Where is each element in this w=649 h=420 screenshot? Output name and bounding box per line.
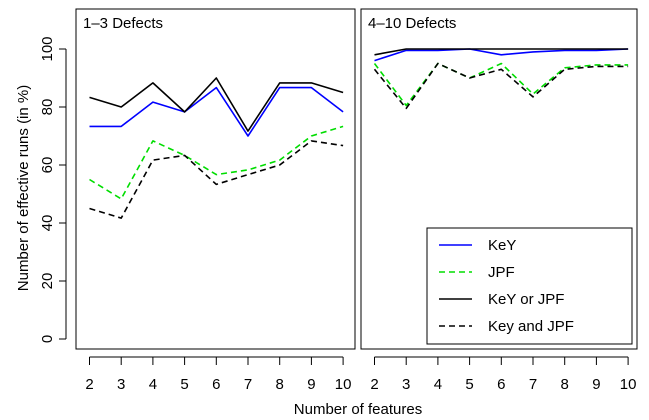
series-line-key-or-jpf-panel-1 — [89, 77, 344, 132]
x-tick-label: 9 — [592, 376, 600, 393]
x-tick-label: 7 — [529, 376, 537, 393]
panel-2: 4–10 Defects 2 3 4 5 6 7 8 9 10 — [360, 8, 638, 393]
x-tick-label: 9 — [307, 376, 315, 393]
legend-label: KeY or JPF — [488, 291, 564, 308]
series-line-key-or-jpf-panel-2 — [374, 48, 629, 56]
plot-frame — [360, 8, 638, 350]
x-tick-label: 4 — [434, 376, 442, 393]
legend-label: KeY — [488, 237, 516, 254]
y-tick-label: 100 — [39, 36, 56, 61]
legend-label: Key and JPF — [488, 318, 574, 335]
x-axis-title: Number of features — [294, 401, 422, 418]
x-tick-label: 6 — [497, 376, 505, 393]
x-tick-label: 5 — [180, 376, 188, 393]
legend-label: JPF — [488, 264, 515, 281]
x-tick-label: 8 — [561, 376, 569, 393]
x-tick-label: 4 — [149, 376, 157, 393]
x-tick-label: 6 — [212, 376, 220, 393]
legend-box — [426, 227, 633, 345]
series-line-jpf-panel-2 — [373, 62, 629, 107]
x-tick-label: 2 — [370, 376, 378, 393]
x-tick-label: 7 — [244, 376, 252, 393]
panel-title: 4–10 Defects — [368, 15, 456, 32]
y-tick-label: 60 — [39, 157, 56, 174]
x-tick-label: 10 — [620, 376, 637, 393]
x-tick-label: 10 — [335, 376, 352, 393]
x-tick-label: 3 — [402, 376, 410, 393]
y-tick-label: 0 — [39, 335, 56, 343]
y-axis-title: Number of effective runs (in %) — [15, 85, 32, 291]
x-tick-label: 3 — [117, 376, 125, 393]
plot-frame — [75, 8, 356, 350]
series-line-key-panel-2 — [374, 48, 629, 62]
y-tick-label: 40 — [39, 215, 56, 232]
series-line-key-and-jpf-panel-2 — [373, 62, 629, 110]
y-tick-label: 20 — [39, 273, 56, 290]
series-line-jpf-panel-1 — [89, 125, 344, 200]
x-tick-label: 5 — [465, 376, 473, 393]
series-line-key-and-jpf-panel-1 — [89, 140, 344, 219]
panel-title: 1–3 Defects — [83, 15, 163, 32]
x-tick-label: 8 — [276, 376, 284, 393]
x-tick-label: 2 — [85, 376, 93, 393]
y-tick-label: 80 — [39, 99, 56, 116]
series-line-key-panel-1 — [89, 86, 344, 137]
legend: KeY JPF KeY or JPF Key and JPF — [426, 227, 633, 345]
